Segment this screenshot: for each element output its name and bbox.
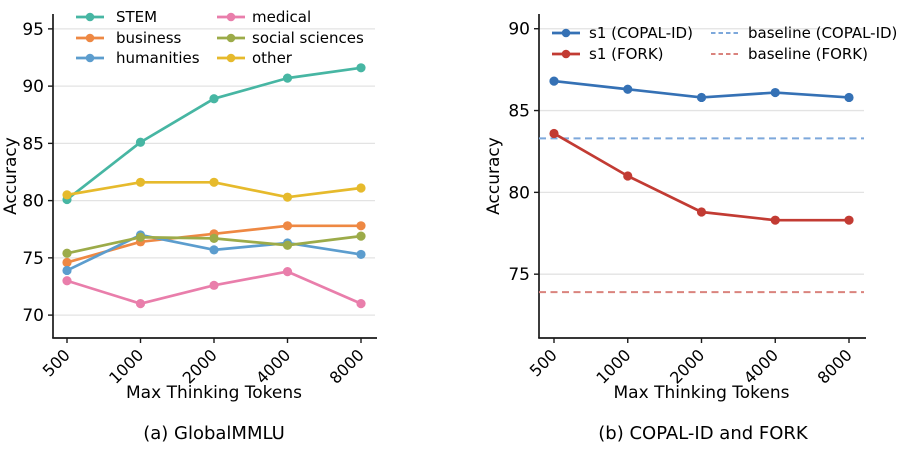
data-point-marker-stem	[209, 94, 219, 104]
data-point-marker-social-sciences	[282, 240, 293, 250]
y-axis-label: Accuracy	[484, 137, 504, 215]
data-point-marker-s1-copal-id	[770, 87, 780, 98]
y-tick-label: 85	[508, 102, 530, 122]
data-point-marker-other	[282, 192, 293, 202]
data-point-marker-medical	[282, 266, 293, 277]
legend-marker-dot	[85, 33, 95, 43]
data-point-marker-social-sciences	[135, 232, 146, 242]
legend-marker-dot	[561, 49, 571, 59]
series-line-s1-fork	[552, 132, 851, 222]
y-tick-label: 90	[22, 77, 44, 97]
x-tick-label: 4000	[252, 345, 294, 387]
caption-b: (b) COPAL-ID and FORK	[598, 423, 808, 444]
data-point-marker-s1-copal-id	[623, 84, 633, 94]
data-point-marker-stem	[356, 63, 366, 73]
data-point-marker-other	[356, 183, 366, 193]
data-point-marker-stem	[282, 73, 293, 83]
x-tick-label: 2000	[666, 345, 708, 387]
data-point-marker-stem	[135, 137, 146, 147]
legend-marker-dot	[561, 28, 571, 38]
data-point-marker-s1-fork	[696, 207, 707, 217]
data-point-marker-business	[282, 221, 293, 231]
legend-label: baseline (COPAL-ID)	[748, 24, 897, 42]
data-point-marker-s1-fork	[623, 171, 633, 181]
x-tick-label: 500	[39, 345, 74, 380]
data-point-marker-social-sciences	[62, 248, 72, 258]
legend-marker-dot	[85, 53, 95, 63]
caption-a: (a) GlobalMMLU	[143, 423, 285, 444]
data-point-marker-medical	[62, 276, 72, 286]
legend-marker-dot	[85, 12, 95, 22]
y-tick-label: 75	[22, 249, 44, 269]
data-point-marker-s1-copal-id	[696, 92, 707, 103]
legend-label: STEM	[116, 8, 157, 26]
x-tick-label: 1000	[592, 345, 634, 387]
x-tick-label: 1000	[105, 345, 147, 387]
data-point-marker-business	[356, 221, 366, 231]
data-point-marker-s1-fork	[844, 215, 854, 225]
legend-label: s1 (FORK)	[589, 45, 664, 63]
data-point-marker-s1-fork	[549, 128, 559, 139]
data-point-marker-medical	[356, 299, 366, 309]
legend-label: other	[252, 49, 293, 67]
legend-label: baseline (FORK)	[748, 45, 868, 63]
legend-label: social sciences	[252, 29, 364, 47]
legend-marker-dot	[226, 53, 236, 63]
panel-copal-fork: 75 80 85 90 500 1000 2000 4000 8000 Max Thinking …	[448, 0, 897, 457]
y-tick-label: 85	[22, 134, 44, 154]
data-point-marker-s1-fork	[770, 215, 780, 225]
legend-label: business	[116, 29, 182, 47]
y-tick-label: 80	[22, 192, 44, 212]
y-tick-label: 70	[22, 306, 44, 326]
legend-marker-dot	[226, 33, 236, 43]
y-tick-label: 75	[508, 265, 530, 285]
data-point-marker-other	[62, 190, 72, 200]
data-point-marker-medical	[135, 299, 146, 309]
data-point-marker-s1-copal-id	[549, 76, 559, 86]
data-point-marker-humanities	[62, 265, 72, 276]
y-tick-label: 95	[22, 20, 44, 40]
y-tick-label: 90	[508, 20, 530, 40]
x-tick-label: 500	[526, 345, 561, 380]
y-axis-label: Accuracy	[1, 137, 21, 215]
data-point-marker-social-sciences	[209, 233, 219, 243]
x-tick-label: 4000	[740, 345, 782, 387]
data-point-marker-humanities	[209, 245, 219, 255]
legend-marker-dot	[226, 12, 236, 22]
y-tick-label: 80	[508, 183, 530, 203]
x-tick-label: 2000	[179, 345, 221, 387]
legend-label: s1 (COPAL-ID)	[589, 24, 693, 42]
data-point-marker-humanities	[356, 249, 366, 260]
data-point-marker-other	[209, 177, 219, 187]
x-axis-label: Max Thinking Tokens	[126, 383, 302, 403]
x-tick-label: 8000	[814, 345, 856, 387]
data-point-marker-s1-copal-id	[844, 92, 854, 103]
legend-label: humanities	[116, 49, 200, 67]
legend-label: medical	[252, 8, 311, 26]
x-tick-label: 8000	[326, 345, 368, 387]
panel-globalmmlu: 70 75 80 85 90 95 500 1000 2000 4000 8000 Max Think…	[0, 0, 448, 457]
data-point-marker-other	[135, 177, 146, 187]
chart-globalmmlu: 70 75 80 85 90 95 500 1000 2000 4000 8000 Max Think…	[1, 8, 377, 403]
data-point-marker-social-sciences	[356, 231, 366, 241]
x-axis-label: Max Thinking Tokens	[614, 383, 790, 403]
data-point-marker-business	[62, 257, 72, 268]
chart-copal-fork: 75 80 85 90 500 1000 2000 4000 8000 Max Thinking …	[484, 14, 897, 403]
data-point-marker-medical	[209, 280, 219, 290]
